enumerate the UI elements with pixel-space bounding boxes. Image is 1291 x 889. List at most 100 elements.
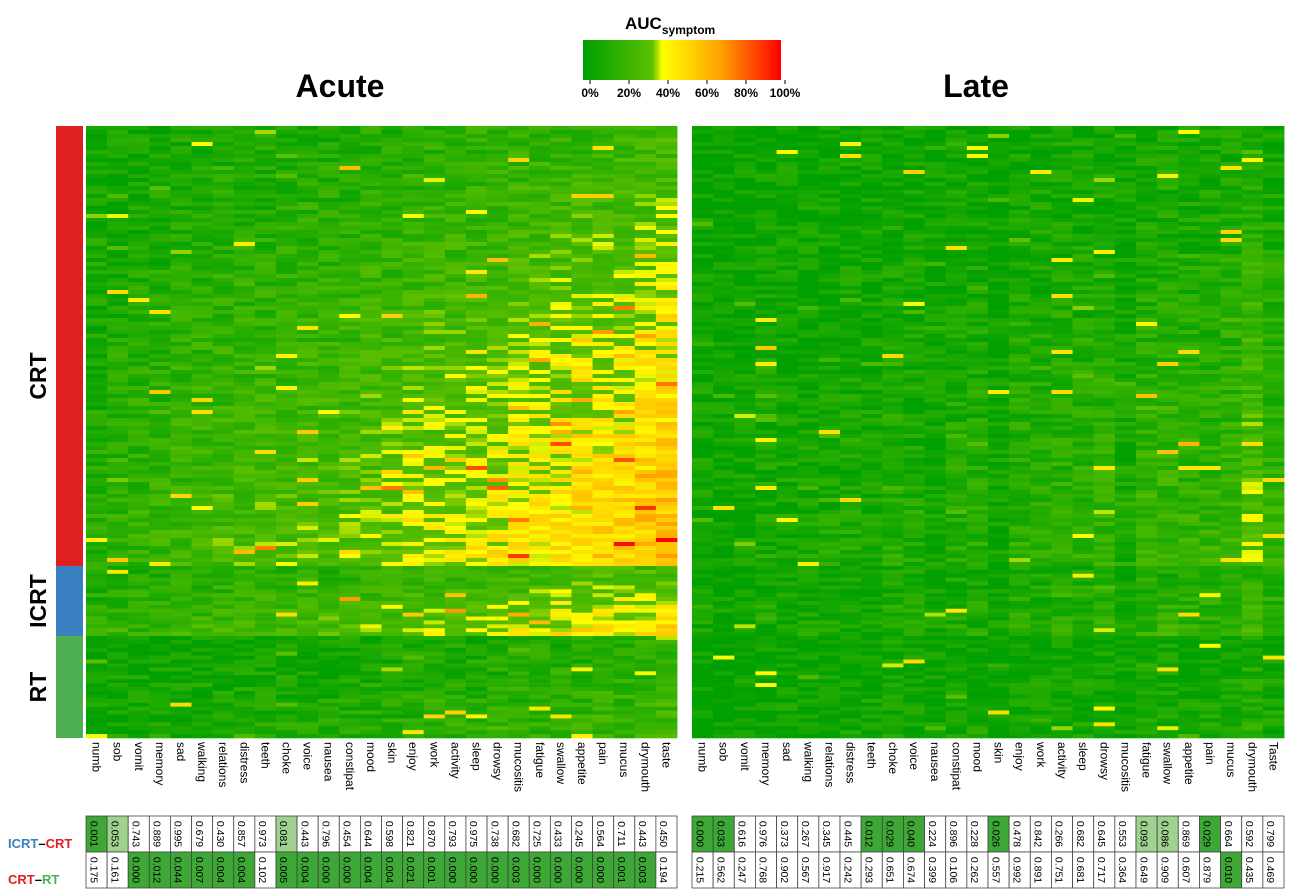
heatmap-cell	[465, 569, 488, 575]
heatmap-cell	[254, 422, 277, 427]
heatmap-cell	[191, 346, 214, 351]
heatmap-cell	[1241, 194, 1264, 199]
heatmap-cell	[86, 710, 108, 715]
heatmap-cell	[571, 170, 593, 175]
heatmap-cell	[318, 386, 340, 391]
heatmap-cell	[191, 370, 214, 375]
heatmap-cell	[360, 734, 382, 739]
heatmap-cell	[592, 194, 615, 199]
heatmap-cell	[297, 651, 319, 656]
heatmap-cell	[191, 636, 214, 641]
heatmap-cell	[402, 354, 425, 359]
heatmap-cell	[508, 663, 530, 668]
heatmap-cell	[339, 410, 361, 415]
heatmap-cell	[924, 182, 947, 187]
heatmap-cell	[318, 390, 340, 395]
heatmap-cell	[882, 166, 904, 171]
heatmap-cell	[423, 558, 446, 563]
heatmap-cell	[1093, 134, 1116, 139]
heatmap-cell	[107, 190, 129, 195]
heatmap-cell	[170, 238, 192, 243]
heatmap-cell	[882, 158, 904, 163]
heatmap-cell	[1157, 194, 1179, 199]
heatmap-cell	[275, 154, 298, 159]
heatmap-cell	[613, 647, 636, 652]
heatmap-cell	[945, 142, 968, 147]
heatmap-cell	[444, 690, 467, 696]
heatmap-cell	[988, 198, 1010, 203]
heatmap-cell	[550, 174, 572, 179]
heatmap-cell	[1114, 126, 1137, 131]
heatmap-cell	[592, 178, 615, 183]
heatmap-cell	[465, 530, 488, 535]
heatmap-cell	[713, 206, 735, 211]
heatmap-cell	[191, 170, 214, 175]
heatmap-cell	[613, 714, 636, 719]
heatmap-cell	[381, 210, 404, 215]
heatmap-cell	[423, 589, 446, 594]
heatmap-cell	[1136, 142, 1158, 147]
heatmap-cell	[107, 382, 129, 387]
heatmap-cell	[233, 470, 256, 475]
heatmap-cell	[149, 546, 171, 551]
heatmap-cell	[465, 526, 488, 531]
heatmap-cell	[423, 214, 446, 219]
heatmap-cell	[465, 430, 488, 435]
heatmap-cell	[107, 593, 129, 598]
heatmap-cell	[86, 581, 108, 586]
heatmap-cell	[275, 486, 298, 491]
heatmap-cell	[634, 330, 657, 335]
heatmap-cell	[297, 142, 319, 147]
heatmap-cell	[655, 538, 678, 543]
heatmap-cell	[755, 138, 777, 143]
heatmap-cell	[444, 530, 467, 535]
heatmap-cell	[318, 338, 340, 343]
heatmap-cell	[275, 226, 298, 231]
heatmap-cell	[903, 198, 925, 203]
heatmap-cell	[360, 434, 382, 439]
heatmap-cell	[149, 350, 171, 355]
heatmap-cell	[1072, 210, 1095, 215]
heatmap-cell	[592, 298, 615, 303]
heatmap-cell	[655, 636, 678, 641]
heatmap-cell	[191, 698, 214, 703]
heatmap-cell	[128, 138, 150, 143]
heatmap-cell	[1241, 166, 1264, 171]
heatmap-cell	[465, 624, 488, 629]
heatmap-cell	[550, 730, 572, 735]
heatmap-cell	[191, 234, 214, 239]
heatmap-cell	[107, 142, 129, 147]
heatmap-cell	[529, 474, 551, 479]
heatmap-cell	[381, 286, 404, 291]
heatmap-cell	[402, 534, 425, 539]
heatmap-cell	[107, 214, 129, 219]
heatmap-cell	[1072, 190, 1095, 195]
heatmap-cell	[423, 498, 446, 503]
heatmap-cell	[655, 589, 678, 594]
heatmap-cell	[613, 620, 636, 625]
heatmap-cell	[487, 698, 509, 703]
heatmap-cell	[508, 126, 530, 131]
heatmap-cell	[254, 466, 277, 471]
heatmap-cell	[86, 550, 108, 555]
heatmap-cell	[254, 386, 277, 391]
heatmap-cell	[360, 138, 382, 143]
heatmap-cell	[1199, 154, 1221, 159]
heatmap-cell	[423, 394, 446, 399]
heatmap-cell	[339, 722, 361, 727]
heatmap-cell	[655, 218, 678, 223]
heatmap-cell	[508, 238, 530, 243]
heatmap-cell	[465, 442, 488, 447]
heatmap-cell	[191, 702, 214, 707]
heatmap-cell	[776, 202, 799, 207]
heatmap-cell	[423, 612, 446, 617]
heatmap-cell	[465, 562, 488, 567]
heatmap-cell	[191, 318, 214, 323]
heatmap-cell	[170, 604, 192, 610]
heatmap-cell	[508, 454, 530, 459]
heatmap-cell	[444, 651, 467, 656]
heatmap-cell	[529, 659, 551, 664]
heatmap-cell	[444, 562, 467, 567]
heatmap-cell	[818, 214, 841, 219]
heatmap-cell	[128, 202, 150, 207]
